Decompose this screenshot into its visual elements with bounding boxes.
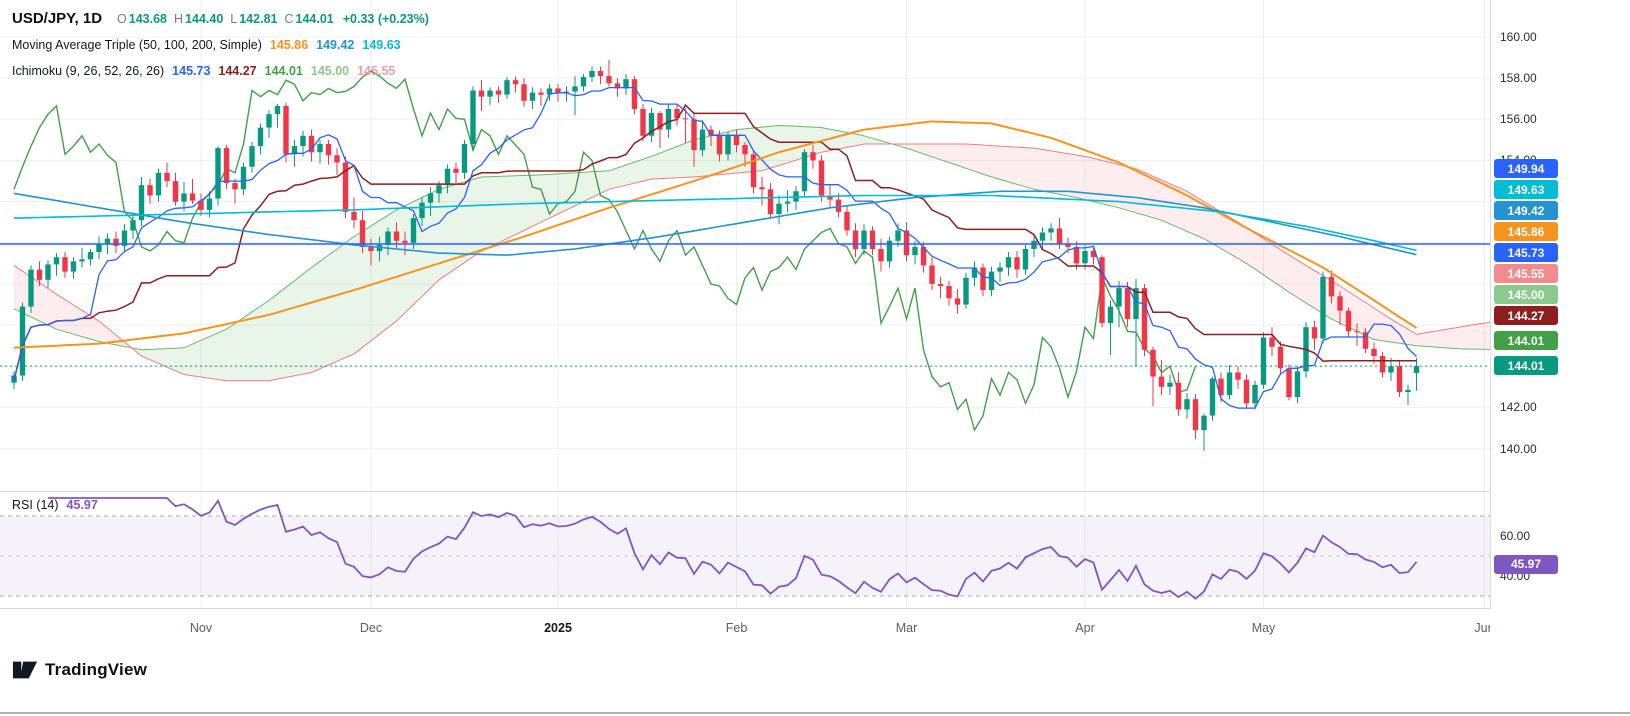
symbol-legend-row[interactable]: USD/JPY, 1D O 143.68 H 144.40 L 142.81 C 144.01 +… <box>12 6 429 32</box>
price-axis[interactable]: 160.00158.00156.00154.00142.00140.00149.… <box>1490 0 1564 609</box>
rsi-value: 45.97 <box>66 498 98 512</box>
ichimoku-values: 145.73 144.27 144.01 145.00 145.55 <box>164 64 395 78</box>
rsi-value-badge: 45.97 <box>1494 554 1558 574</box>
price-tick-label: 156.00 <box>1500 112 1537 127</box>
price-label-badge: 145.55 <box>1494 264 1558 283</box>
ma-legend-row[interactable]: Moving Average Triple (50, 100, 200, Sim… <box>12 32 429 58</box>
ichimoku-legend-row[interactable]: Ichimoku (9, 26, 52, 26, 26) 145.73 144.27… <box>12 58 429 84</box>
ohlc-value-C: 144.01 <box>295 12 334 26</box>
ohlc-values: O 143.68 H 144.40 L 142.81 C 144.01 <box>110 12 334 26</box>
price-chart-canvas[interactable] <box>0 0 1490 491</box>
time-axis-label: Nov <box>189 621 213 635</box>
price-label-badge: 149.42 <box>1494 201 1558 220</box>
ohlc-label-C: C <box>284 12 294 26</box>
price-label-badge: 145.86 <box>1494 222 1558 241</box>
rsi-tick-label: 60.00 <box>1500 529 1531 543</box>
ohlc-value-O: 143.68 <box>128 12 168 26</box>
ohlc-value-H: 144.40 <box>185 12 224 26</box>
ichimoku-value: 145.73 <box>172 64 211 78</box>
time-axis[interactable]: Nov Dec 2025 Feb Mar Apr May Jun <box>0 608 1563 649</box>
price-label-badge: 144.01 <box>1494 356 1558 375</box>
ichimoku-value: 144.01 <box>264 64 303 78</box>
chart-legend: USD/JPY, 1D O 143.68 H 144.40 L 142.81 C 144.01 +… <box>12 6 429 84</box>
ohlc-label-H: H <box>174 12 184 26</box>
tradingview-logo-text: TradingView <box>45 660 148 679</box>
price-label-badge: 144.27 <box>1494 306 1558 325</box>
ma-value: 149.42 <box>316 38 355 52</box>
price-tick-label: 140.00 <box>1500 441 1537 456</box>
ichimoku-title: Ichimoku (9, 26, 52, 26, 26) <box>12 64 165 78</box>
rsi-legend-row[interactable]: RSI (14) 45.97 <box>12 498 98 512</box>
price-tick-label: 142.00 <box>1500 400 1537 415</box>
ma-values: 145.86 149.42 149.63 <box>262 38 401 52</box>
ohlc-label-O: O <box>117 12 127 26</box>
change-value: +0.33 (+0.23%) <box>342 12 429 26</box>
price-tick-label: 160.00 <box>1500 30 1537 44</box>
price-label-badge: 145.73 <box>1494 243 1558 262</box>
pane-separator[interactable] <box>0 491 1563 492</box>
time-axis-label: Feb <box>725 621 748 635</box>
price-pane[interactable]: USD/JPY, 1D O 143.68 H 144.40 L 142.81 C 144.01 +… <box>0 0 1490 491</box>
rsi-pane[interactable]: RSI (14) 45.97 <box>0 492 1490 608</box>
rsi-chart-canvas[interactable] <box>0 492 1490 608</box>
price-label-badge: 144.01 <box>1494 331 1558 350</box>
ichimoku-value: 145.55 <box>357 64 396 78</box>
time-axis-labels: Nov Dec 2025 Feb Mar Apr May Jun <box>0 609 1490 649</box>
price-label-badge: 145.00 <box>1494 285 1558 304</box>
ma-value: 149.63 <box>362 38 401 52</box>
time-axis-label: May <box>1251 621 1276 635</box>
ichimoku-value: 145.00 <box>310 64 350 78</box>
window-bottom-border <box>0 712 1630 714</box>
ohlc-label-L: L <box>230 12 238 26</box>
time-axis-label: 2025 <box>544 621 572 635</box>
price-label-badge: 149.63 <box>1494 180 1558 199</box>
time-axis-label: Apr <box>1075 621 1095 635</box>
time-axis-label: Mar <box>895 621 918 635</box>
tradingview-logo[interactable]: TradingView <box>12 655 147 685</box>
symbol-title: USD/JPY, 1D <box>12 10 103 27</box>
ma-value: 145.86 <box>269 38 309 52</box>
price-label-badge: 149.94 <box>1494 159 1558 178</box>
ohlc-value-L: 142.81 <box>239 12 278 26</box>
ma-title: Moving Average Triple (50, 100, 200, Sim… <box>12 38 262 52</box>
rsi-title: RSI (14) <box>12 498 59 512</box>
tradingview-logo-icon <box>12 661 38 679</box>
price-tick-label: 158.00 <box>1500 71 1537 86</box>
time-axis-label: Jun <box>1474 621 1490 635</box>
time-axis-label: Dec <box>359 621 383 635</box>
ichimoku-value: 144.27 <box>218 64 257 78</box>
